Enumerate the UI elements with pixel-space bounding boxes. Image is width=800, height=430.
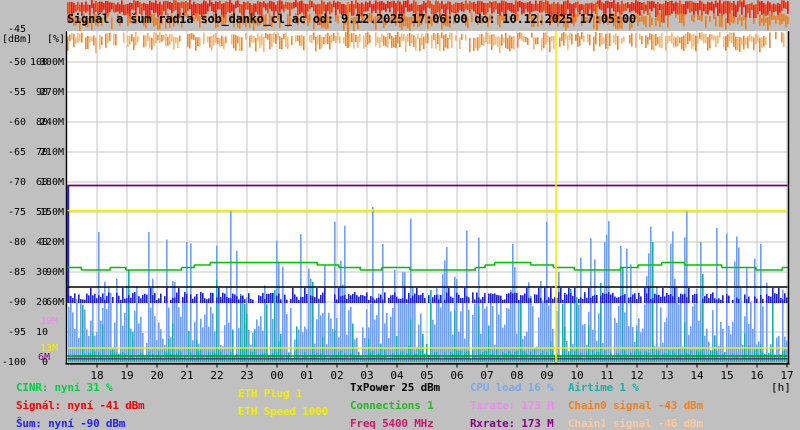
x-axis-hour-label: 23	[240, 369, 253, 382]
legend-item: Chain0 signal -43 dBm	[568, 399, 703, 412]
y-axis-pct-label: 50	[36, 207, 48, 218]
series-noise	[67, 186, 788, 303]
y-axis-rate-label: 120M	[40, 237, 64, 248]
y-axis-dbm-unit-label: [dBm]	[2, 34, 32, 45]
y-axis-pct-label: 0	[42, 357, 48, 368]
y-axis-marker-6m: 6M	[38, 352, 50, 363]
y-axis-dbm-label: -95	[8, 327, 26, 338]
x-axis-hour-label: 16	[750, 369, 763, 382]
y-axis-rate-label: 240M	[40, 117, 64, 128]
legend-item: ETH Plug 1	[238, 387, 303, 400]
x-axis-hour-label: 19	[120, 369, 133, 382]
legend-item: TxPower 25 dBm	[350, 381, 440, 394]
x-axis-hour-label: 03	[360, 369, 373, 382]
y-axis-rate-label: 180M	[40, 177, 64, 188]
y-axis-pct-label: 60	[36, 177, 48, 188]
x-axis-hour-label: 15	[720, 369, 733, 382]
x-axis-hour-label: 22	[210, 369, 223, 382]
x-axis-hour-label: 02	[330, 369, 343, 382]
x-axis-hour-label: 18	[90, 369, 103, 382]
x-axis-labels: 18 19 20 21 22 23 00 01 02 03 04 05 06 07 08 09 10 11 12 13…	[90, 369, 793, 394]
y-axis-marker-13m: 13M	[40, 343, 58, 354]
legend-item: Šum: nyní -90 dBm	[16, 417, 126, 430]
x-axis-hour-label: 06	[450, 369, 463, 382]
y-axis-rate-label: 300M	[40, 57, 64, 68]
legend-item: Connections 1	[350, 399, 434, 412]
series-cinr	[68, 261, 788, 271]
y-axis-rate-label: 210M	[40, 147, 64, 158]
y-axis-top-dbm-label: -45	[8, 24, 26, 35]
y-axis-rate-label: 150M	[40, 207, 64, 218]
y-axis-pct-label: 30	[36, 267, 48, 278]
x-axis-hour-label: 17	[780, 369, 793, 382]
y-axis-dbm-label: -85	[8, 267, 26, 278]
y-axis-pct-unit-label: [%]	[47, 34, 65, 45]
y-axis-dbm-label: -70	[8, 177, 26, 188]
y-axis-pct-label: 20	[36, 297, 48, 308]
y-axis-rate-label: 60M	[46, 297, 64, 308]
x-axis-hour-label: 11	[600, 369, 613, 382]
plot-frame	[65, 31, 790, 368]
x-axis-hour-label: 07	[480, 369, 493, 382]
y-axis-rate-label: 90M	[46, 267, 64, 278]
x-axis-hour-label: 21	[180, 369, 193, 382]
x-axis-hour-label: 10	[570, 369, 583, 382]
y-axis-marker-39m: 39M	[40, 316, 58, 327]
flat-value-lines	[67, 184, 788, 360]
y-axis-pct-label: 80	[36, 117, 48, 128]
x-axis-unit-label: [h]	[771, 381, 791, 394]
legend-item: Chain1 signal -46 dBm	[568, 417, 703, 430]
x-axis-hour-label: 20	[150, 369, 163, 382]
legend-item: ETH Speed 1000	[238, 405, 328, 418]
x-axis-hour-label: 13	[660, 369, 673, 382]
y-axis-pct-label: 90	[36, 87, 48, 98]
y-axis-rate-label: 270M	[40, 87, 64, 98]
chart-title: Signál a šum radia sob_danko_cl_ac od: 9…	[67, 12, 636, 27]
x-axis-hour-label: 05	[420, 369, 433, 382]
series-signal	[67, 0, 789, 26]
y-axis-dbm-label: -100	[2, 357, 26, 368]
x-axis-hour-label: 04	[390, 369, 404, 382]
legend-item: Airtime 1 %	[568, 381, 639, 394]
x-axis-hour-label: 09	[540, 369, 553, 382]
y-axis-dbm-label: -75	[8, 207, 26, 218]
legend-item: Freq 5400 MHz	[350, 417, 434, 430]
y-axis-dbm-label: -90	[8, 297, 26, 308]
y-axis-dbm-label: -50	[8, 57, 26, 68]
y-axis-pct-label: 10	[36, 327, 48, 338]
legend-item: CINR: nyní 31 %	[16, 381, 113, 394]
y-axis-pct-label: 70	[36, 147, 48, 158]
x-axis-hour-label: 12	[630, 369, 643, 382]
y-axis-dbm-label: -55	[8, 87, 26, 98]
legend-item: Signál: nyní -41 dBm	[16, 399, 145, 412]
x-axis-hour-label: 00	[270, 369, 283, 382]
y-axis-dbm-label: -80	[8, 237, 26, 248]
y-axis-pct-label: 40	[36, 237, 48, 248]
x-axis-hour-label: 14	[690, 369, 704, 382]
y-axis-dbm-label: -65	[8, 147, 26, 158]
x-axis-hour-label: 08	[510, 369, 523, 382]
legend-item: CPU load 16 %	[470, 381, 554, 394]
y-axis-pct-label: 100	[30, 57, 48, 68]
legend-item: Txrate: 173 M	[470, 399, 554, 412]
legend: CINR: nyní 31 % Signál: nyní -41 dBm Šum: …	[16, 381, 704, 430]
series-chain-signals	[67, 2, 789, 54]
legend-item: Rxrate: 173 M	[470, 417, 554, 430]
y-axis-dbm-label: -60	[8, 117, 26, 128]
x-axis-hour-label: 01	[300, 369, 313, 382]
